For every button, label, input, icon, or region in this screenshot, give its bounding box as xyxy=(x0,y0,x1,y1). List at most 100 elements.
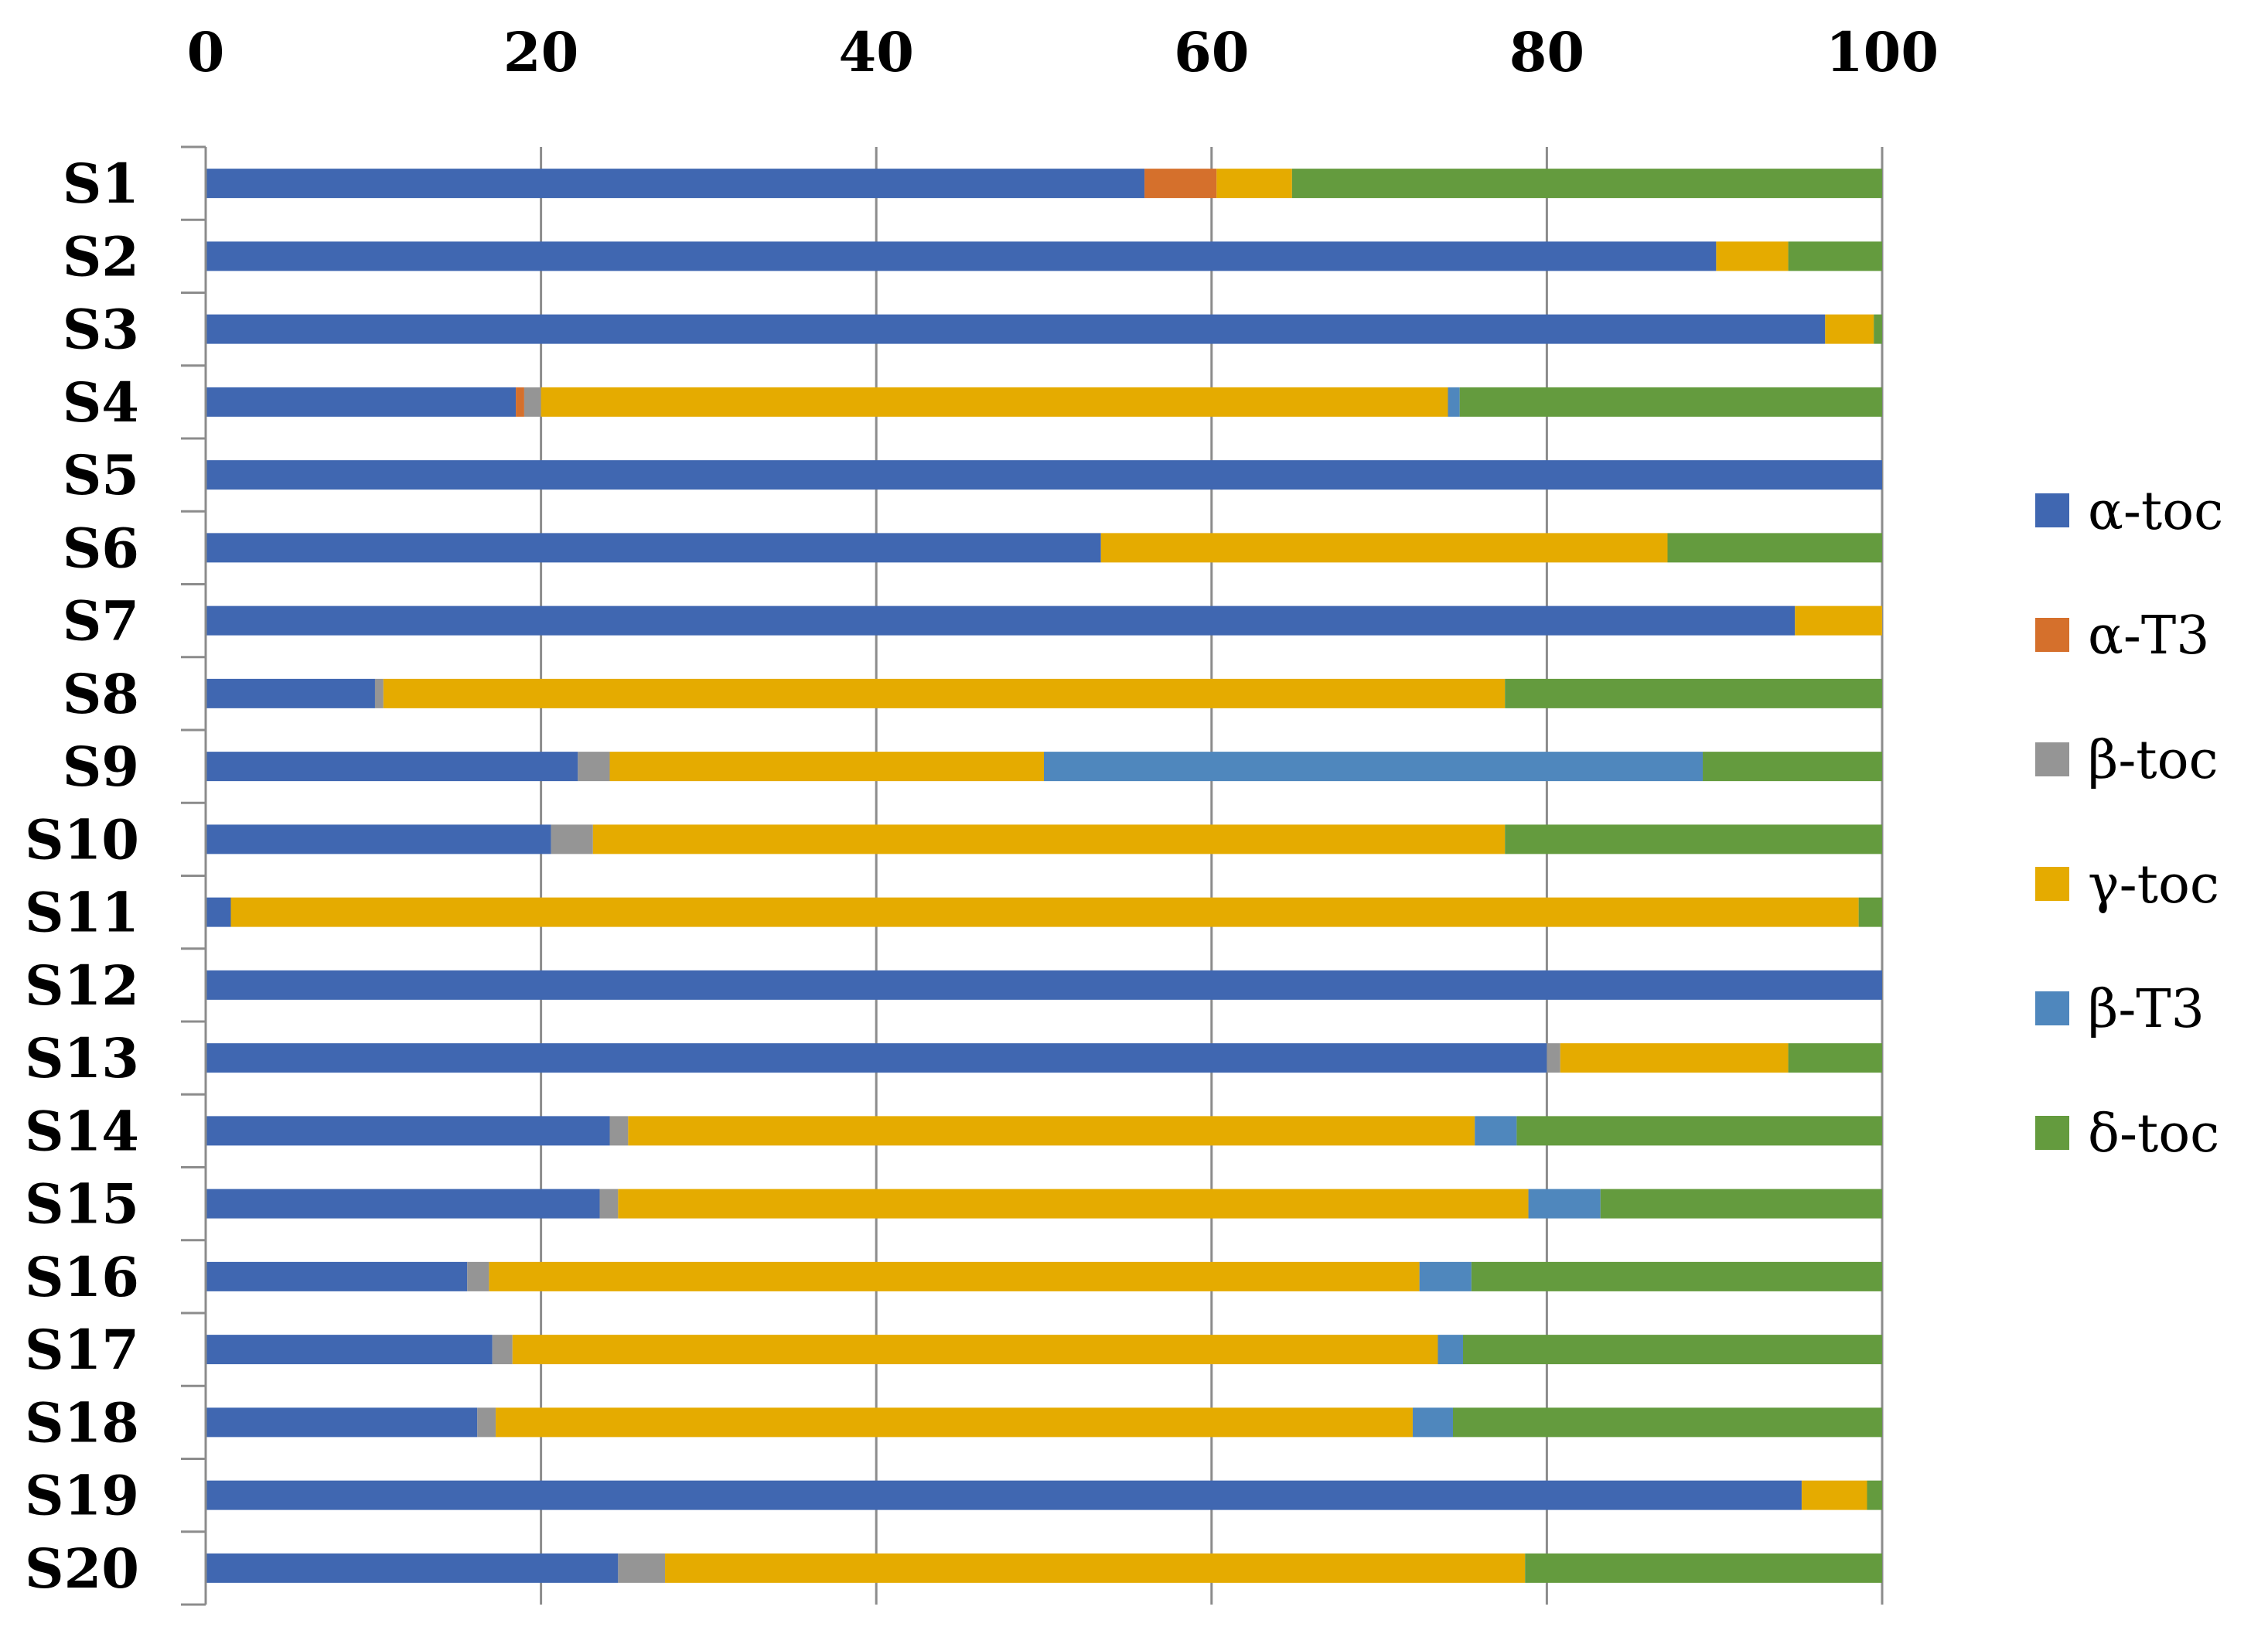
bar-segment xyxy=(206,897,231,927)
bar-segment xyxy=(1144,169,1217,199)
bar-segment xyxy=(1419,1261,1472,1291)
bar-segment xyxy=(206,241,1717,271)
bar-segment xyxy=(1452,1407,1882,1438)
bar-segment xyxy=(1100,533,1668,563)
x-tick-label: 0 xyxy=(187,20,225,84)
bar-segment xyxy=(489,1261,1420,1291)
bar-segment xyxy=(551,824,593,854)
legend-swatch xyxy=(2035,991,2069,1025)
bar-segment xyxy=(467,1261,489,1291)
axes xyxy=(181,145,207,1606)
bar-segment xyxy=(618,1189,1529,1219)
bar-segment xyxy=(1795,605,1882,636)
bar-segment xyxy=(1667,533,1882,563)
legend-swatch xyxy=(2035,618,2069,652)
bar-segment xyxy=(1516,1116,1882,1146)
bar-segment xyxy=(665,1553,1526,1583)
bar-segment xyxy=(206,1189,600,1219)
bar-segment xyxy=(206,824,551,854)
category-label: S13 xyxy=(25,1026,139,1090)
bar-segment xyxy=(206,387,517,417)
bar-segment xyxy=(206,1407,478,1438)
bar-segment xyxy=(541,387,1448,417)
bar-segment xyxy=(206,605,1796,636)
bar-segment xyxy=(1475,1116,1517,1146)
category-label: S11 xyxy=(25,881,139,945)
bar-segment xyxy=(1505,824,1882,854)
bar-segment xyxy=(1703,752,1882,782)
category-label: S19 xyxy=(25,1464,139,1528)
bar-segment xyxy=(206,1043,1547,1073)
legend-swatch xyxy=(2035,493,2069,527)
bar-segment xyxy=(477,1407,496,1438)
bar-segment xyxy=(1825,314,1874,344)
category-label: S9 xyxy=(63,735,139,799)
x-tick-label: 100 xyxy=(1826,20,1939,84)
legend-label: α-T3 xyxy=(2088,605,2210,667)
bar-segment xyxy=(1560,1043,1789,1073)
category-label: S16 xyxy=(25,1245,139,1309)
bar-segment xyxy=(1858,897,1882,927)
bar-segment xyxy=(1867,1480,1882,1510)
x-tick-label: 20 xyxy=(503,20,578,84)
category-label: S14 xyxy=(25,1099,139,1163)
bar-segment xyxy=(1438,1335,1463,1365)
bar-segment xyxy=(1716,241,1789,271)
category-label: S2 xyxy=(63,224,139,288)
x-tick-label: 80 xyxy=(1509,20,1584,84)
legend-swatch xyxy=(2035,867,2069,901)
bar-segment xyxy=(592,824,1506,854)
bar-segment xyxy=(618,1553,666,1583)
category-label: S4 xyxy=(63,370,139,435)
legend-label: β-T3 xyxy=(2088,979,2205,1040)
category-labels: S1 S2 S3 S4 S5 S6 S7 S8 S9 S10 S11 S12 S13 S14 S15 S16 S… xyxy=(25,152,139,1601)
bar-segment xyxy=(1291,169,1882,199)
bar-segment xyxy=(1044,752,1704,782)
legend-label: α-toc xyxy=(2088,481,2223,542)
bar-segment xyxy=(206,169,1145,199)
bar-segment xyxy=(524,387,541,417)
legend-swatch xyxy=(2035,1116,2069,1150)
x-tick-label: 60 xyxy=(1174,20,1249,84)
bar-segment xyxy=(1448,387,1460,417)
bar-segment xyxy=(206,533,1101,563)
bar-segment xyxy=(206,678,375,708)
bar-segment xyxy=(206,1553,619,1583)
bar-segment xyxy=(1459,387,1882,417)
bar-segment xyxy=(578,752,610,782)
legend-swatch xyxy=(2035,742,2069,776)
bar-segment xyxy=(492,1335,513,1365)
category-label: S17 xyxy=(25,1318,139,1382)
category-label: S12 xyxy=(25,953,139,1018)
bar-segment xyxy=(1788,241,1882,271)
bar-segment xyxy=(1463,1335,1882,1365)
bar-segment xyxy=(1801,1480,1867,1510)
legend: α-toc α-T3 β-toc γ-toc β-T3 δ-toc xyxy=(2035,481,2223,1165)
x-tick-label: 40 xyxy=(838,20,913,84)
bar-segment xyxy=(628,1116,1475,1146)
bar-segment xyxy=(1600,1189,1882,1219)
gridlines xyxy=(204,147,1884,1605)
bar-segment xyxy=(383,678,1506,708)
bar-segment xyxy=(206,314,1826,344)
bar-segment xyxy=(1525,1553,1882,1583)
bar-segment xyxy=(206,752,578,782)
category-label: S1 xyxy=(63,152,139,216)
bar-segment xyxy=(512,1335,1438,1365)
bar-segment xyxy=(1788,1043,1882,1073)
bar-segment xyxy=(206,1480,1802,1510)
bar-segment xyxy=(230,897,1859,927)
legend-label: δ-toc xyxy=(2088,1103,2219,1165)
category-label: S7 xyxy=(63,589,139,653)
bar-segment xyxy=(1874,314,1882,344)
bar-segment xyxy=(1547,1043,1560,1073)
category-label: S15 xyxy=(25,1172,139,1236)
category-label: S6 xyxy=(63,516,139,580)
bars xyxy=(206,169,1882,1583)
bar-segment xyxy=(206,1261,468,1291)
bar-segment xyxy=(1216,169,1292,199)
bar-segment xyxy=(1412,1407,1453,1438)
category-label: S5 xyxy=(63,443,139,507)
